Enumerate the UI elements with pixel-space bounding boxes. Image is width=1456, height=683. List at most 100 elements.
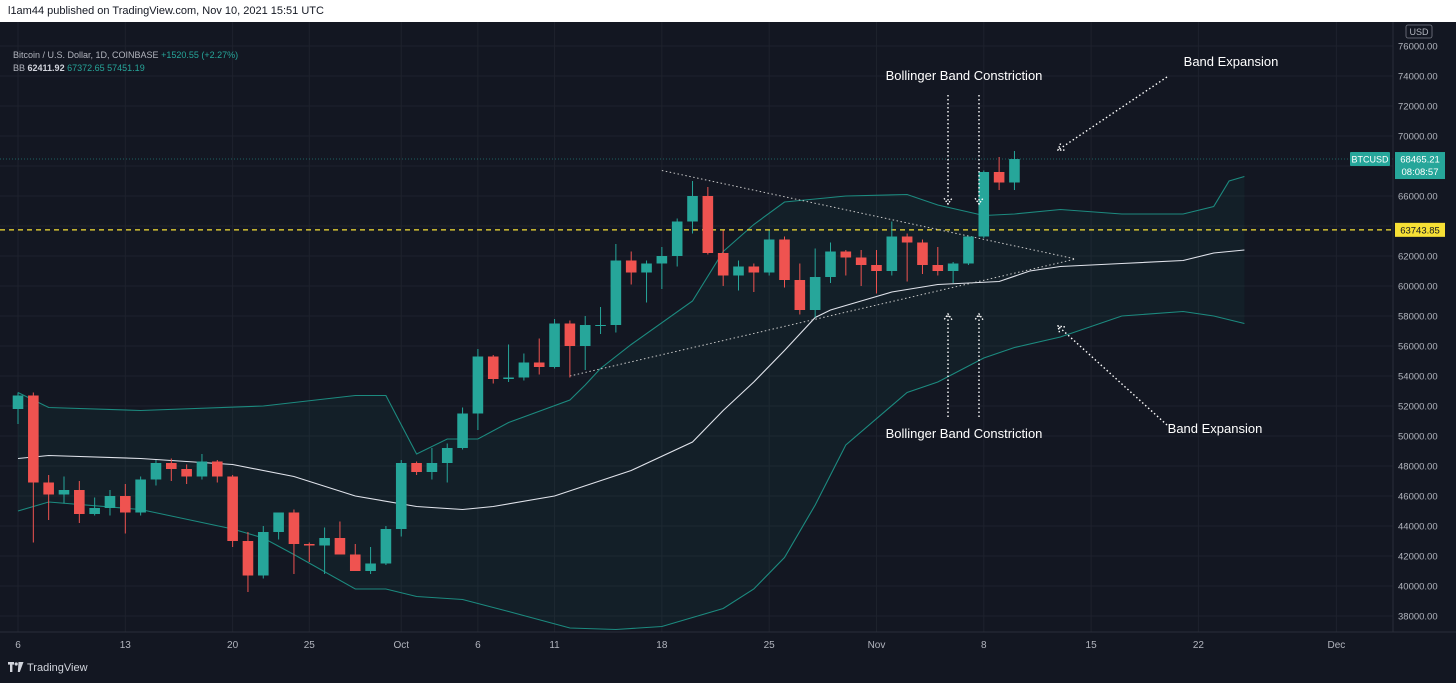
y-tick-label: 60000.00: [1398, 282, 1438, 293]
x-tick-label: 11: [549, 640, 560, 651]
arrow-expansion-bottom-head: [1057, 325, 1066, 333]
candle: [441, 443, 453, 483]
candle-body: [441, 448, 453, 463]
candle: [993, 157, 1005, 190]
candle: [12, 392, 24, 424]
candle-body: [28, 395, 39, 483]
candle: [487, 355, 499, 384]
candle: [717, 230, 729, 286]
triangle-lower-line: [569, 258, 1076, 377]
candle: [150, 460, 162, 486]
candle-body: [993, 172, 1005, 183]
candle-body: [196, 461, 208, 477]
y-tick-label: 42000.00: [1398, 552, 1438, 563]
candle-body: [89, 508, 100, 514]
candles: [12, 151, 1020, 592]
x-tick-label: Nov: [868, 640, 886, 651]
chart-area[interactable]: Bollinger Band Constriction Band Expansio…: [0, 22, 1456, 657]
level-price-tag: [1395, 222, 1445, 237]
legend-bb-row: BB 62411.92 67372.65 57451.19: [13, 62, 238, 75]
candle-body: [595, 325, 606, 326]
candle-body: [227, 476, 238, 541]
current-price-label: 68465.21: [1400, 155, 1440, 166]
candle: [365, 547, 376, 574]
candle: [303, 542, 315, 562]
candle: [74, 481, 85, 523]
candle: [779, 236, 790, 288]
candle-body: [794, 280, 806, 310]
candle-body: [380, 529, 392, 564]
candle: [166, 458, 177, 481]
candle: [1009, 151, 1020, 190]
y-tick-label: 58000.00: [1398, 312, 1438, 323]
x-tick-label: 18: [656, 640, 668, 651]
candle: [840, 250, 852, 276]
arrow-expansion-top-head: [1056, 143, 1066, 151]
candle-body: [625, 260, 637, 273]
candle: [242, 532, 254, 592]
legend: Bitcoin / U.S. Dollar, 1D, COINBASE +152…: [13, 49, 238, 75]
candle: [273, 512, 284, 540]
bollinger-band-fill: [18, 176, 1245, 630]
candle: [319, 527, 330, 574]
time-axis: 6 13 20 25 Oct 6 11 18 25 Nov 8 15 22 Dec: [0, 631, 1456, 651]
annotation-arrows: [943, 76, 1168, 426]
candle: [89, 497, 100, 516]
candle-body: [871, 265, 882, 271]
candle-body: [166, 463, 177, 469]
candle-body: [365, 563, 376, 571]
candle-body: [840, 251, 852, 258]
currency-label: USD: [1409, 27, 1429, 37]
candle-body: [242, 541, 254, 576]
candle-body: [549, 323, 560, 367]
candle-body: [150, 463, 162, 480]
legend-symbol-row: Bitcoin / U.S. Dollar, 1D, COINBASE +152…: [13, 49, 238, 62]
candle-body: [273, 512, 284, 532]
candle-body: [763, 239, 775, 273]
y-tick-label: 40000.00: [1398, 582, 1438, 593]
triangle-upper-line: [661, 170, 1076, 260]
candle: [947, 262, 959, 283]
arrow-constriction-top-right-head: [974, 197, 984, 206]
publish-line: l1am44 published on TradingView.com, Nov…: [8, 5, 324, 17]
candle-body: [288, 512, 300, 544]
tradingview-logo-icon: [8, 662, 24, 672]
candle-body: [426, 463, 438, 472]
candle-body: [349, 554, 361, 571]
candle: [656, 247, 668, 289]
arrow-constriction-bottom-right-head: [974, 312, 984, 321]
annotation-label: Bollinger Band Constriction: [886, 68, 1043, 83]
candle: [181, 464, 192, 484]
legend-bb-label: BB: [13, 63, 26, 73]
currency-badge-box: [1405, 24, 1433, 39]
level-price-label: 63743.85: [1400, 225, 1440, 236]
candle-body: [901, 236, 913, 243]
candle: [702, 187, 714, 255]
y-tick-label: 62000.00: [1398, 252, 1438, 263]
candle: [564, 320, 576, 378]
tradingview-logo[interactable]: TradingView: [8, 662, 88, 674]
candle: [257, 526, 269, 579]
candle-body: [457, 413, 468, 448]
candle-body: [610, 260, 622, 325]
symbol-tag-label: BTCUSD: [1351, 155, 1389, 165]
current-price-tag: [1395, 152, 1445, 180]
legend-bb-lower: 57451.19: [107, 63, 145, 73]
candle-body: [257, 532, 269, 576]
candle: [641, 260, 652, 303]
candle: [733, 260, 744, 291]
arrow-constriction-top-left-head: [943, 197, 953, 206]
candle-body: [104, 496, 116, 508]
candle: [120, 484, 131, 534]
annotation-label: Band Expansion: [1184, 54, 1279, 69]
candle: [395, 460, 407, 537]
x-tick-label: 22: [1193, 640, 1205, 651]
candle-body: [947, 263, 959, 271]
candle: [533, 338, 545, 375]
x-tick-label: 25: [764, 640, 776, 651]
y-tick-label: 66000.00: [1398, 192, 1438, 203]
candle-body: [564, 323, 576, 346]
price-chart[interactable]: Bollinger Band Constriction Band Expansio…: [0, 22, 1456, 657]
candle: [211, 460, 223, 483]
candle: [932, 247, 944, 276]
